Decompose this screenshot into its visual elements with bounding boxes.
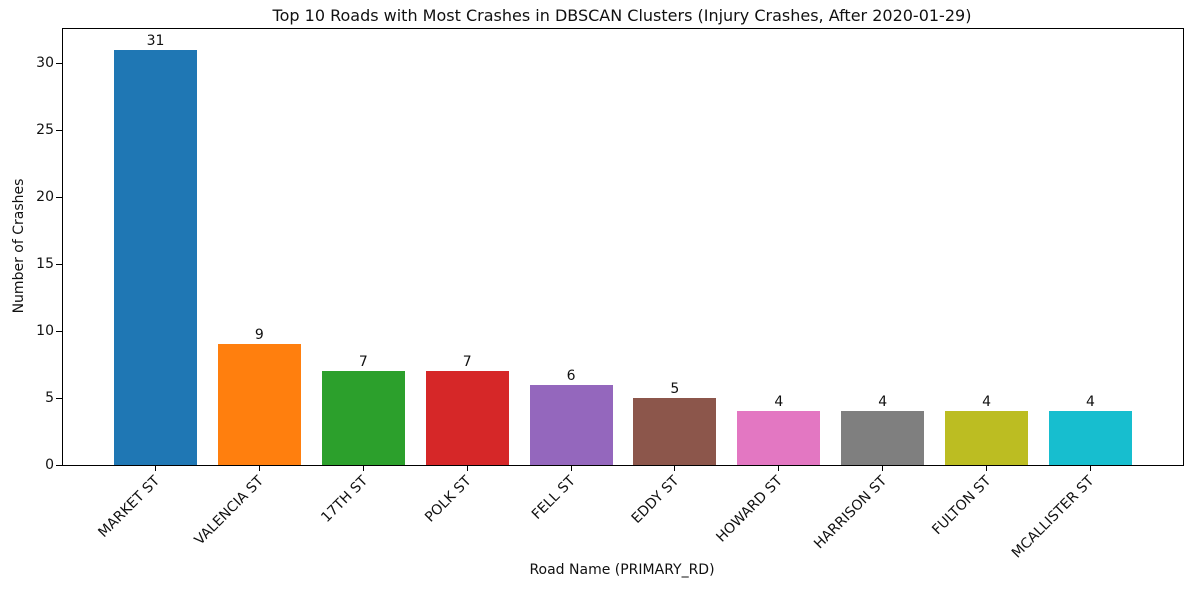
y-tick-mark [56, 397, 62, 399]
x-tick-label-polk-st: POLK ST [421, 473, 475, 526]
x-tick-mark [570, 466, 572, 471]
y-tick-mark [56, 129, 62, 131]
x-tick-mark [258, 466, 260, 471]
x-tick-mark [362, 466, 364, 471]
y-tick-label: 20 [36, 189, 54, 206]
x-tick-label-fulton-st: FULTON ST [928, 473, 994, 539]
x-axis-label: Road Name (PRIMARY_RD) [529, 562, 715, 578]
bar-value-label-mcallister-st: 4 [1086, 394, 1095, 411]
x-tick-mark [986, 466, 988, 471]
x-tick-label-fell-st: FELL ST [528, 473, 579, 523]
bar-value-label-eddy-st: 5 [670, 381, 680, 397]
chart-title: Top 10 Roads with Most Crashes in DBSCAN… [272, 6, 972, 25]
x-tick-label-harrison-st: HARRISON ST [810, 473, 891, 553]
bar-fulton-st [945, 411, 1029, 465]
y-tick-mark [56, 196, 62, 198]
bar-value-label-17th-st: 7 [358, 354, 368, 371]
bar-value-label-harrison-st: 4 [878, 394, 888, 411]
y-tick-label: 5 [45, 390, 54, 406]
y-tick-mark [56, 62, 62, 64]
bar-valencia-st [217, 344, 301, 465]
x-tick-label-eddy-st: EDDY ST [628, 473, 683, 527]
bar-market-st [113, 49, 197, 465]
y-tick-mark [56, 464, 62, 466]
y-tick-mark [56, 330, 62, 332]
bar-value-label-fell-st: 6 [566, 367, 576, 384]
x-tick-label-valencia-st: VALENCIA ST [191, 473, 267, 549]
bar-value-label-market-st: 31 [146, 32, 165, 49]
x-tick-mark [155, 466, 156, 471]
x-tick-label-howard-st: HOWARD ST [713, 473, 787, 546]
x-tick-mark [466, 466, 468, 471]
y-tick-label: 30 [36, 55, 54, 72]
x-tick-mark [1090, 466, 1091, 471]
bar-value-label-polk-st: 7 [462, 354, 472, 371]
y-tick-mark [56, 263, 62, 265]
x-tick-mark [674, 466, 676, 471]
y-tick-label: 0 [45, 457, 54, 473]
bar-17th-st [321, 371, 405, 465]
bar-value-label-fulton-st: 4 [982, 394, 992, 411]
y-tick-label: 15 [36, 256, 54, 273]
y-tick-label: 10 [36, 323, 54, 340]
x-tick-mark [882, 466, 884, 471]
bar-harrison-st [841, 411, 925, 465]
x-tick-label-mcallister-st: MCALLISTER ST [1009, 473, 1098, 562]
bar-eddy-st [633, 398, 717, 465]
x-tick-label-17th-st: 17TH ST [317, 473, 371, 526]
x-tick-mark [778, 466, 780, 471]
x-tick-label-market-st: MARKET ST [95, 473, 163, 541]
bar-fell-st [529, 384, 613, 465]
bar-value-label-howard-st: 4 [774, 394, 784, 411]
bar-howard-st [737, 411, 821, 465]
bar-polk-st [425, 371, 509, 465]
plot-area: 31 MARKET ST 9 VALENCIA ST 7 17TH ST 7 POLK ST 6… [36, 28, 1184, 561]
bar-value-label-valencia-st: 9 [254, 327, 264, 344]
y-tick-label: 25 [36, 122, 54, 139]
bar-mcallister-st [1049, 411, 1133, 465]
